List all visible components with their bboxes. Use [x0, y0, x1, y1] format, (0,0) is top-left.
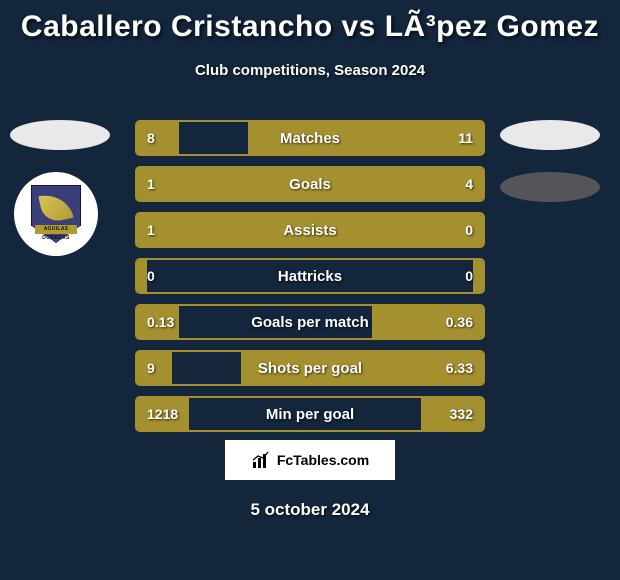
bar-row: 10Assists	[135, 212, 485, 248]
bar-value-right: 4	[455, 168, 483, 200]
bar-value-left: 1218	[137, 398, 188, 430]
comparison-bars: 811Matches14Goals10Assists00Hattricks0.1…	[135, 120, 485, 442]
right-oval-1	[500, 120, 600, 150]
right-oval-2	[500, 172, 600, 202]
bar-value-left: 1	[137, 214, 165, 246]
bar-value-left: 0	[137, 260, 165, 292]
left-oval-1	[10, 120, 110, 150]
crest-icon: AGUILAS DORADAS	[31, 185, 81, 243]
brand-text: FcTables.com	[277, 452, 369, 468]
page-title: Caballero Cristancho vs LÃ³pez Gomez	[0, 0, 620, 44]
page-subtitle: Club competitions, Season 2024	[0, 62, 620, 79]
bar-label: Hattricks	[137, 260, 483, 292]
left-player-column: AGUILAS DORADAS	[10, 120, 120, 256]
bar-value-left: 8	[137, 122, 165, 154]
bar-row: 0 0Hattricks	[135, 258, 485, 294]
brand-box: FcTables.com	[225, 440, 395, 480]
brand-chart-icon	[251, 450, 271, 470]
bar-row: 96.33Shots per goal	[135, 350, 485, 386]
left-club-badge: AGUILAS DORADAS	[14, 172, 98, 256]
bar-row: 1218332Min per goal	[135, 396, 485, 432]
bar-row: 14Goals	[135, 166, 485, 202]
bar-value-right: 0.36	[436, 306, 483, 338]
bar-value-right: 0	[455, 260, 483, 292]
crest-band-text: AGUILAS DORADAS	[35, 225, 77, 234]
bar-row: 811Matches	[135, 120, 485, 156]
bar-value-left: 9	[137, 352, 165, 384]
bar-value-right: 6.33	[436, 352, 483, 384]
bar-fill-right	[206, 168, 483, 200]
bar-row: 0.130.36Goals per match	[135, 304, 485, 340]
bar-value-right: 0	[455, 214, 483, 246]
footer-date: 5 october 2024	[0, 500, 620, 520]
bar-value-right: 11	[448, 122, 483, 154]
bar-value-left: 0.13	[137, 306, 184, 338]
bar-value-right: 332	[440, 398, 483, 430]
right-player-column	[500, 120, 610, 224]
bar-value-left: 1	[137, 168, 165, 200]
bar-fill-left	[137, 214, 483, 246]
